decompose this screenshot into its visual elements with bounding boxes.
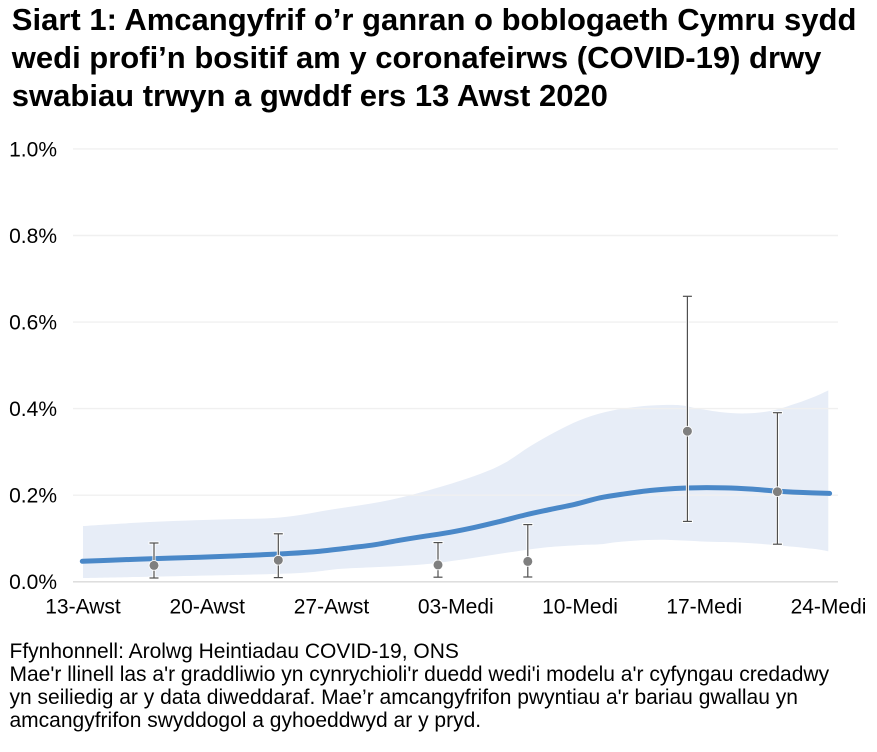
svg-text:27-Awst: 27-Awst	[294, 596, 370, 619]
svg-text:03-Medi: 03-Medi	[418, 596, 494, 619]
svg-text:20-Awst: 20-Awst	[170, 596, 246, 619]
svg-text:17-Medi: 17-Medi	[666, 596, 742, 619]
svg-text:10-Medi: 10-Medi	[542, 596, 618, 619]
svg-text:1.0%: 1.0%	[9, 138, 57, 161]
svg-text:0.6%: 0.6%	[9, 312, 57, 335]
svg-text:0.4%: 0.4%	[9, 398, 57, 421]
svg-text:13-Awst: 13-Awst	[45, 596, 121, 619]
svg-text:0.0%: 0.0%	[9, 571, 57, 594]
svg-text:0.2%: 0.2%	[9, 485, 57, 508]
svg-text:0.8%: 0.8%	[9, 225, 57, 248]
svg-text:24-Medi: 24-Medi	[791, 596, 867, 619]
